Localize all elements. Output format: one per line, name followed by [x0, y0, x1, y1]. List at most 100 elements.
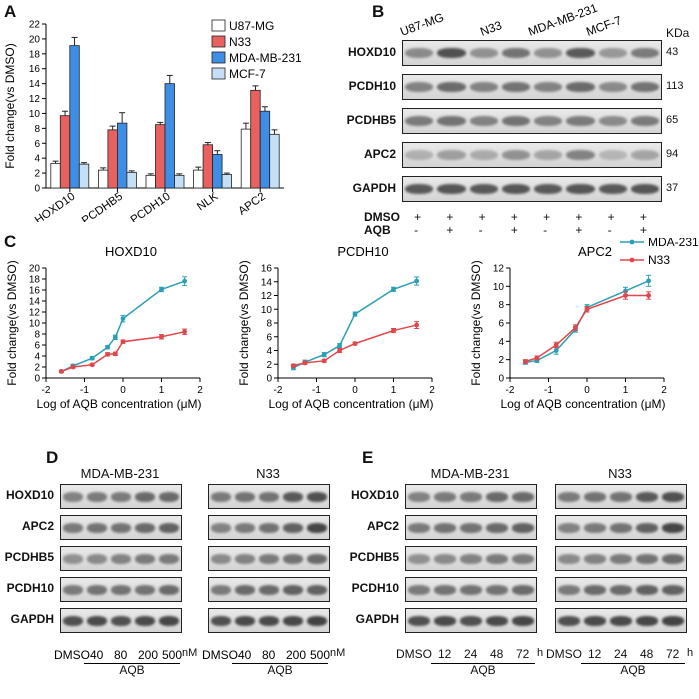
bar: [107, 129, 118, 189]
band: [469, 184, 498, 195]
aqb-mark: -: [478, 223, 483, 237]
data-point: [391, 328, 396, 333]
band: [111, 553, 131, 564]
band: [534, 116, 563, 127]
panel-label-d: D: [46, 448, 59, 467]
y-tick-label: 20: [29, 34, 41, 45]
series-line: [525, 280, 649, 364]
y-tick-label: 14: [261, 277, 273, 288]
band: [259, 522, 279, 533]
x-axis-title: Log of AQB concentration (μM): [269, 397, 434, 411]
band: [135, 584, 155, 595]
band: [534, 184, 563, 195]
band-label: PCDH10: [6, 581, 54, 595]
band: [486, 522, 508, 533]
blot-strip: [405, 608, 537, 633]
aqb-mark: -: [414, 223, 419, 237]
band: [283, 553, 303, 564]
blot-strip: [555, 608, 687, 633]
y-tick-label: 12: [29, 94, 41, 105]
band: [534, 82, 563, 93]
band: [259, 584, 279, 595]
band: [307, 553, 327, 564]
band: [534, 48, 563, 59]
data-point: [646, 278, 651, 284]
dmso-mark: +: [575, 210, 583, 224]
y-tick-label: 6: [34, 139, 40, 150]
y-tick-label: 2: [266, 360, 272, 371]
cell-line-label-text: N33: [478, 18, 504, 39]
band: [405, 184, 434, 195]
y-tick-label: 8: [498, 300, 504, 311]
band: [211, 584, 231, 595]
blot-strip: [208, 484, 330, 509]
y-tick-label: 12: [29, 308, 41, 319]
band-label: GAPDH: [355, 612, 399, 626]
dmso-mark: +: [414, 210, 422, 224]
panel-label-e: E: [362, 448, 374, 467]
y-tick-label: 16: [29, 286, 41, 297]
band-label: HOXD10: [350, 488, 399, 502]
bar: [174, 174, 185, 189]
treatment-label: AQB: [620, 663, 646, 677]
lane-label-text: 200: [138, 648, 158, 662]
band: [434, 491, 456, 502]
treatment-label: AQB: [119, 663, 145, 677]
bar: [164, 83, 175, 189]
western-blot-panel-d: MDA-MB-231 N33 HOXD10 APC2 PCDHB5 PCDH10 GAPDH…: [0, 452, 346, 677]
band: [235, 553, 255, 564]
band: [636, 615, 658, 626]
band: [405, 82, 434, 93]
band: [159, 522, 179, 533]
data-point: [105, 344, 110, 350]
x-tick-label: 0: [120, 385, 126, 396]
band: [408, 522, 430, 533]
band: [636, 522, 658, 533]
band: [534, 150, 563, 161]
western-blot-panel-e: MDA-MB-231 N33 HOXD10 APC2 PCDHB5 PCDH10 GAPDH…: [345, 452, 699, 677]
lane-label-text: 80: [114, 648, 128, 662]
band: [307, 522, 327, 533]
x-tick-label: 1: [159, 385, 165, 396]
band: [501, 116, 530, 127]
y-tick-label: 12: [493, 264, 505, 275]
y-tick-label: 8: [34, 124, 40, 135]
blot-strip: [555, 577, 687, 602]
band: [662, 584, 684, 595]
band: [469, 116, 498, 127]
aqb-mark: +: [510, 223, 518, 237]
band: [662, 615, 684, 626]
band: [584, 553, 606, 564]
band: [558, 615, 580, 626]
y-tick-label: 10: [29, 319, 41, 330]
blot-strip: [402, 142, 662, 168]
band: [437, 82, 466, 93]
band: [630, 184, 659, 195]
lane-label-text: 200: [286, 648, 306, 662]
blot-strip: [60, 546, 182, 571]
kda-value: 37: [666, 182, 679, 194]
y-tick-label: 8: [34, 330, 40, 341]
band: [512, 615, 534, 626]
x-tick-label: -2: [274, 385, 283, 396]
x-tick-label: -2: [42, 385, 51, 396]
panel-label-b: B: [372, 2, 385, 21]
y-tick-label: 18: [29, 275, 41, 286]
band: [259, 553, 279, 564]
band: [437, 116, 466, 127]
band: [566, 150, 595, 161]
data-point: [89, 362, 95, 368]
blot-strip: [208, 577, 330, 602]
bar: [269, 133, 280, 189]
band: [598, 184, 627, 195]
chart-title: HOXD10: [105, 244, 157, 259]
unit-label: nM: [330, 647, 346, 659]
data-point: [352, 311, 358, 317]
band: [584, 584, 606, 595]
bar: [117, 122, 128, 189]
bar: [250, 89, 261, 189]
band: [566, 82, 595, 93]
data-point: [523, 359, 528, 364]
